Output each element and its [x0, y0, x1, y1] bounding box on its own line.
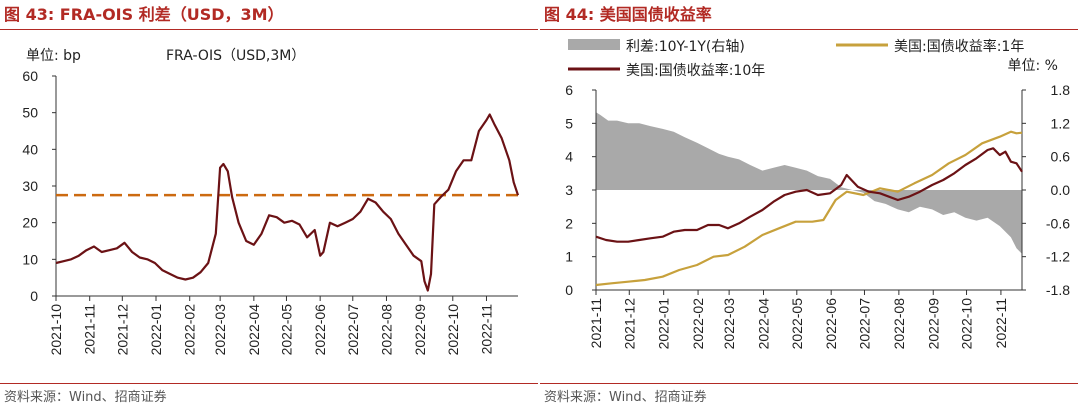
x-tick-label: 2022-02	[182, 304, 198, 356]
chart-inner-title: FRA-OIS（USD,3M）	[166, 48, 305, 64]
x-tick-label: 2022-11	[478, 304, 494, 355]
right-y-tick-label: -1.2	[1046, 249, 1070, 265]
x-tick-label: 2022-01	[148, 304, 164, 356]
left-y-tick-label: 0	[565, 282, 573, 298]
y-tick-label: 50	[22, 105, 38, 121]
x-tick-label: 2022-01	[656, 298, 672, 350]
y-tick-label: 60	[22, 68, 38, 84]
yield-1y-line	[595, 130, 1023, 287]
x-tick-label: 2022-03	[721, 298, 737, 350]
right-title-divider	[540, 29, 1078, 30]
x-tick-label: 2022-10	[445, 304, 461, 356]
left-source-divider	[0, 383, 538, 384]
x-tick-label: 2022-04	[246, 304, 262, 356]
x-tick-label: 2022-10	[959, 298, 975, 350]
right-y-tick-label: 1.2	[1051, 115, 1071, 131]
x-tick-label: 2022-05	[789, 298, 805, 350]
right-y-tick-label: -1.8	[1046, 282, 1070, 298]
x-tick-label: 2022-08	[891, 298, 907, 350]
left-y-tick-label: 4	[565, 149, 573, 165]
legend-label: 美国:国债收益率:10年	[626, 62, 765, 79]
legend-label: 美国:国债收益率:1年	[894, 38, 1024, 55]
right-figure-title: 图 44: 美国国债收益率	[544, 5, 712, 24]
left-figure-panel: 图 43: FRA-OIS 利差（USD，3M） 0 10 20 30 40 50 60 20…	[0, 5, 538, 405]
x-tick-label: 2022-06	[312, 304, 328, 356]
x-tick-label: 2022-06	[823, 298, 839, 350]
right-y-tick-label: 0.0	[1051, 182, 1071, 198]
x-tick-label: 2022-02	[690, 298, 706, 350]
y-tick-label: 40	[22, 141, 38, 157]
right-y-tick-label: -0.6	[1046, 215, 1070, 231]
x-tick-label: 2022-05	[278, 304, 294, 356]
left-figure-title: 图 43: FRA-OIS 利差（USD，3M）	[4, 5, 284, 24]
left-source-note: 资料来源：Wind、招商证券	[4, 390, 167, 405]
y-tick-label: 10	[22, 251, 38, 267]
x-tick-label: 2022-08	[378, 304, 394, 356]
x-tick-label: 2022-09	[412, 304, 428, 356]
left-y-tick-label: 6	[565, 82, 573, 98]
x-tick-label: 2021-11	[82, 304, 98, 355]
right-source-note: 资料来源：Wind、招商证券	[544, 390, 707, 405]
legend-swatch-spread	[568, 39, 620, 50]
right-y-tick-label: 1.8	[1051, 82, 1071, 98]
x-tick-label: 2022-07	[856, 298, 872, 350]
x-tick-label: 2022-07	[345, 304, 361, 356]
legend-label: 利差:10Y-1Y(右轴)	[626, 39, 745, 55]
right-source-divider	[540, 383, 1078, 384]
fra-ois-chart: 0 10 20 30 40 50 60 2021-10 2021-11 2021-12 2022-0…	[22, 48, 520, 356]
left-y-tick-label: 1	[565, 249, 573, 265]
y-tick-label: 20	[22, 215, 38, 231]
y-tick-label: 30	[22, 178, 38, 194]
left-y-tick-label: 3	[565, 182, 573, 198]
x-tick-label: 2022-04	[756, 298, 772, 350]
left-y-tick-label: 2	[565, 215, 573, 231]
x-tick-label: 2022-09	[925, 298, 941, 350]
right-figure-panel: 图 44: 美国国债收益率 0 1 2 3 4 5 6 -1.8 -1.2 -0.6 0.0 0.6 1…	[540, 0, 1080, 408]
right-y-tick-label: 0.6	[1051, 149, 1071, 165]
left-y-tick-label: 5	[565, 115, 573, 131]
left-title-divider	[0, 29, 538, 30]
x-tick-label: 2021-10	[48, 304, 64, 356]
yield-10y-line	[595, 147, 1023, 243]
fra-ois-series-line	[55, 113, 520, 292]
x-tick-label: 2021-12	[114, 304, 130, 356]
x-tick-label: 2022-11	[993, 298, 1009, 349]
spread-area	[596, 112, 1022, 254]
y-tick-label: 0	[30, 288, 38, 304]
unit-label: 单位: bp	[26, 48, 81, 64]
x-tick-label: 2021-12	[621, 298, 637, 350]
us-treasury-yield-chart: 0 1 2 3 4 5 6 -1.8 -1.2 -0.6 0.0 0.6 1.2 1.8 2021-11 20…	[565, 38, 1071, 350]
unit-label: 单位: %	[1008, 58, 1058, 74]
x-tick-label: 2021-11	[588, 298, 604, 349]
x-tick-label: 2022-03	[212, 304, 228, 356]
